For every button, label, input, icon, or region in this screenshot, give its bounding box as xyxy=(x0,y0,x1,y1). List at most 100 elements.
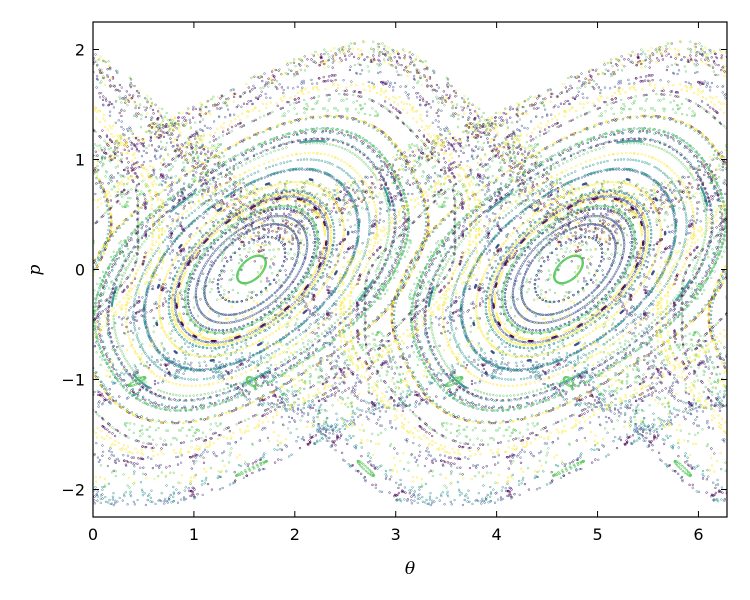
scatter-point xyxy=(627,277,630,280)
scatter-point xyxy=(587,401,590,405)
scatter-point xyxy=(233,471,236,474)
scatter-point xyxy=(585,367,588,370)
scatter-point xyxy=(557,389,561,392)
scatter-point xyxy=(562,474,565,477)
scatter-point xyxy=(531,249,534,253)
scatter-point xyxy=(408,297,411,300)
scatter-point xyxy=(163,499,166,503)
scatter-point xyxy=(678,409,681,412)
scatter-point xyxy=(549,383,553,387)
scatter-point xyxy=(252,313,255,317)
scatter-point xyxy=(471,420,474,423)
scatter-point xyxy=(385,373,388,376)
scatter-point xyxy=(561,395,564,399)
scatter-point xyxy=(702,373,705,376)
scatter-point xyxy=(555,363,558,367)
scatter-point xyxy=(688,483,691,487)
scatter-point xyxy=(518,431,522,434)
scatter-point xyxy=(570,208,574,211)
scatter-point xyxy=(164,363,167,366)
scatter-point xyxy=(671,336,674,339)
scatter-point xyxy=(716,350,719,353)
scatter-point xyxy=(395,481,398,484)
scatter-point xyxy=(415,390,418,394)
scatter-point xyxy=(160,492,163,495)
scatter-point xyxy=(404,491,407,494)
scatter-point xyxy=(150,489,153,492)
scatter-point xyxy=(240,389,244,392)
scatter-point xyxy=(236,366,239,369)
scatter-point xyxy=(175,399,178,402)
scatter-point xyxy=(205,364,208,367)
scatter-point xyxy=(626,436,629,439)
scatter-point xyxy=(446,375,450,378)
scatter-point xyxy=(272,316,275,319)
scatter-point xyxy=(361,348,365,352)
scatter-point xyxy=(321,359,325,362)
scatter-point xyxy=(716,404,719,407)
scatter-point xyxy=(127,252,130,256)
scatter-point xyxy=(508,426,511,429)
scatter-point xyxy=(540,351,544,354)
scatter-point xyxy=(357,148,360,151)
scatter-point xyxy=(660,208,663,211)
scatter-point xyxy=(297,63,301,66)
scatter-point xyxy=(452,89,456,93)
scatter-point xyxy=(649,432,652,435)
scatter-point xyxy=(267,304,270,308)
scatter-point xyxy=(657,433,660,436)
scatter-point xyxy=(563,331,566,334)
scatter-point xyxy=(393,493,397,496)
scatter-point xyxy=(357,111,360,114)
scatter-point xyxy=(571,312,574,315)
scatter-point xyxy=(183,342,187,345)
scatter-point xyxy=(674,469,677,473)
scatter-point xyxy=(663,420,666,423)
scatter-point xyxy=(594,458,597,461)
scatter-point xyxy=(549,206,552,210)
scatter-point xyxy=(271,74,275,77)
scatter-point xyxy=(282,219,285,223)
scatter-point xyxy=(367,334,370,338)
scatter-point xyxy=(209,236,212,239)
scatter-point xyxy=(590,394,593,397)
scatter-point xyxy=(620,350,623,353)
scatter-point xyxy=(240,212,243,216)
scatter-point xyxy=(453,142,456,146)
scatter-point xyxy=(652,412,655,415)
scatter-point xyxy=(316,415,319,419)
scatter-point xyxy=(655,437,658,440)
scatter-point xyxy=(506,482,509,485)
scatter-point xyxy=(150,355,154,358)
scatter-point xyxy=(157,381,160,385)
scatter-point xyxy=(494,371,497,374)
scatter-point xyxy=(445,428,448,431)
scatter-point xyxy=(384,477,388,480)
scatter-point xyxy=(234,185,237,188)
scatter-point xyxy=(285,409,288,413)
scatter-point xyxy=(673,204,676,208)
scatter-point xyxy=(559,211,562,214)
scatter-point xyxy=(217,145,220,149)
scatter-point xyxy=(714,491,718,495)
scatter-point xyxy=(233,388,236,392)
scatter-point xyxy=(176,501,180,504)
scatter-point xyxy=(111,498,115,501)
scatter-point xyxy=(273,394,276,397)
scatter-point xyxy=(711,66,715,69)
scatter-point xyxy=(309,367,312,370)
scatter-point xyxy=(693,112,696,115)
scatter-point xyxy=(118,496,121,500)
scatter-point xyxy=(141,424,144,428)
scatter-point xyxy=(356,204,359,208)
scatter-point xyxy=(576,458,580,461)
scatter-point xyxy=(183,498,186,502)
scatter-point xyxy=(357,57,360,60)
scatter-point xyxy=(697,332,700,335)
scatter-point xyxy=(398,285,401,288)
scatter-point xyxy=(501,270,504,273)
scatter-point xyxy=(193,255,196,258)
scatter-point xyxy=(396,342,399,345)
scatter-point xyxy=(710,390,714,394)
scatter-point xyxy=(298,269,301,272)
